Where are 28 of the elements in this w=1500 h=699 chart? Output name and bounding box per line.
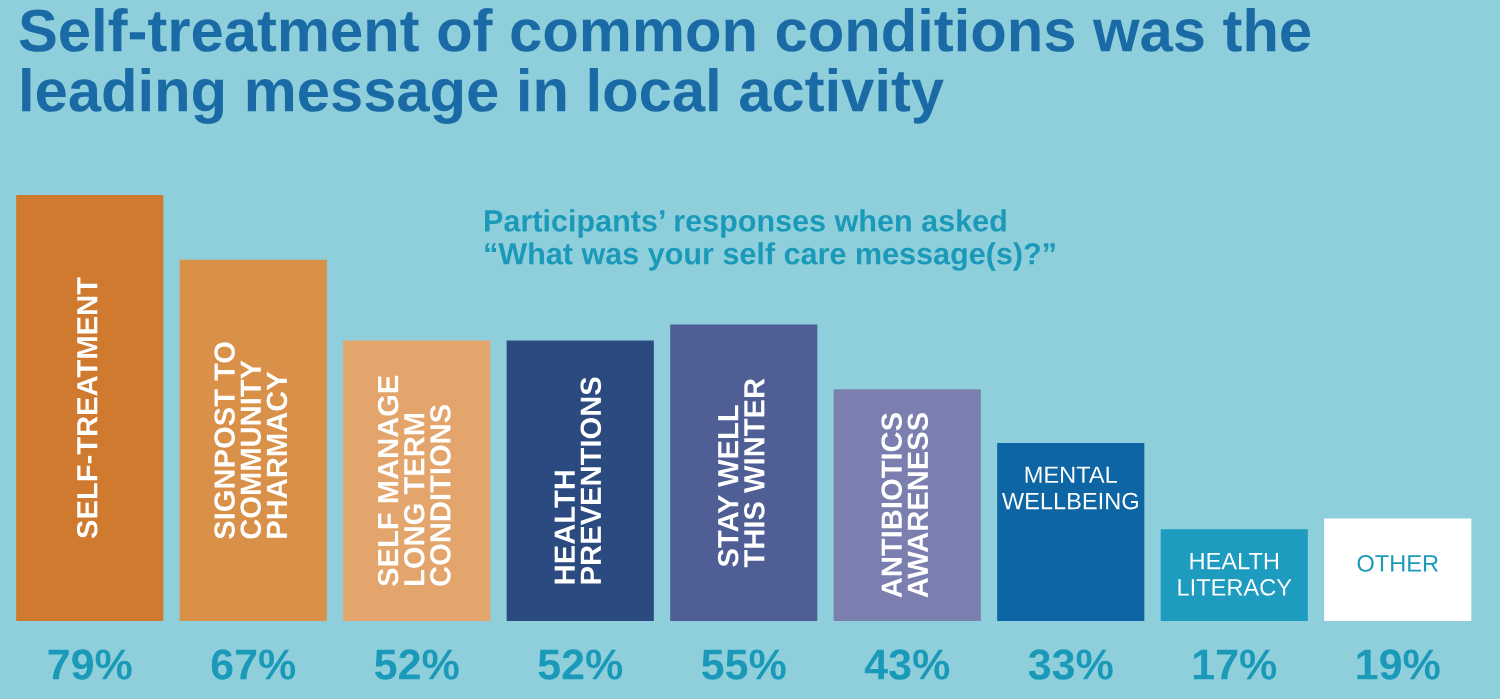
text: Participants’ responses when asked “What was your self care message(s)?” <box>485 209 1055 271</box>
bar <box>506 340 654 621</box>
data-label: 79% <box>48 649 132 680</box>
bar <box>16 195 164 621</box>
bar <box>179 259 327 621</box>
x-tick-label: ANTIBIOTICS AWARENESS <box>881 413 929 598</box>
data-label: 43% <box>864 649 950 680</box>
x-tick-label: SELF-TREATMENT <box>76 277 98 539</box>
chart-title: Self-treatment of common conditions was the leading message in local activity <box>19 8 1311 124</box>
x-tick-label: HEALTH LITERACY <box>1178 552 1292 596</box>
data-label: 33% <box>1028 649 1113 680</box>
data-label: 52% <box>374 649 459 680</box>
bar <box>670 324 818 621</box>
bar <box>997 443 1145 621</box>
x-tick-label: SELF MANAGE LONG TERM CONDITIONS <box>377 375 451 587</box>
data-label: 67% <box>211 649 296 680</box>
x-tick-label: STAY WELL THIS WINTER <box>717 378 765 568</box>
data-label: 55% <box>701 649 786 680</box>
data-label: 52% <box>538 649 623 680</box>
x-tick-label: HEALTH PREVENTIONS <box>554 377 602 584</box>
bar <box>1160 529 1308 621</box>
x-tick-label: MENTAL WELLBEING <box>1001 466 1138 510</box>
data-label: 19% <box>1357 649 1440 680</box>
x-tick-label: OTHER <box>1357 555 1438 572</box>
bar <box>1324 518 1472 621</box>
x-tick-label: SIGNPOST TO COMMUNITY PHARMACY <box>214 342 288 539</box>
bar <box>833 389 981 621</box>
data-label: 17% <box>1193 649 1277 680</box>
